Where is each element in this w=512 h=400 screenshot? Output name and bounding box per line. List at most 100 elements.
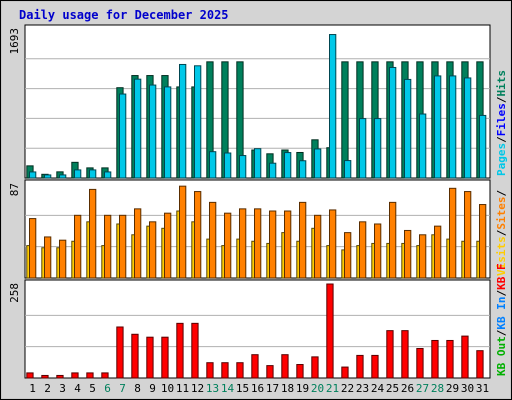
x-tick-label: 12 bbox=[191, 382, 204, 395]
x-tick-label: 30 bbox=[461, 382, 474, 395]
bar-sites-day-8 bbox=[134, 208, 142, 279]
bar-pages-day-12 bbox=[194, 65, 202, 179]
x-tick-label: 11 bbox=[176, 382, 189, 395]
x-tick-label: 25 bbox=[386, 382, 399, 395]
bar-sites-day-15 bbox=[239, 208, 247, 279]
legend-item-kb-in: KB In bbox=[495, 297, 508, 330]
x-tick-label: 26 bbox=[401, 382, 414, 395]
chart-title: Daily usage for December 2025 bbox=[19, 8, 229, 22]
bar-kb-f-day-10 bbox=[161, 336, 169, 379]
x-tick-label: 7 bbox=[119, 382, 126, 395]
bar-kb-f-day-6 bbox=[101, 372, 109, 379]
bar-pages-day-29 bbox=[449, 75, 457, 179]
y-max-label: 87 bbox=[8, 183, 21, 196]
bar-pages-day-11 bbox=[179, 63, 187, 179]
bar-kb-f-day-22 bbox=[341, 366, 349, 379]
bar-pages-day-2 bbox=[44, 174, 52, 179]
y-max-label: 258 bbox=[8, 283, 21, 303]
legend-item-: / bbox=[495, 136, 508, 143]
bar-pages-day-18 bbox=[284, 152, 292, 179]
bar-kb-f-day-5 bbox=[86, 372, 94, 379]
legend-item-kb-f: KB F bbox=[495, 263, 508, 290]
legend-item-: / bbox=[495, 96, 508, 103]
bar-sites-day-11 bbox=[179, 185, 187, 279]
bar-kb-f-day-21 bbox=[326, 283, 334, 379]
x-tick-label: 13 bbox=[206, 382, 219, 395]
bar-pages-day-16 bbox=[254, 148, 262, 179]
legend-item-hits: Hits bbox=[495, 70, 508, 97]
bar-kb-f-day-9 bbox=[146, 336, 154, 379]
bar-pages-day-27 bbox=[419, 113, 427, 179]
bar-kb-f-day-1 bbox=[26, 372, 34, 379]
x-tick-label: 21 bbox=[326, 382, 339, 395]
x-tick-label: 4 bbox=[74, 382, 81, 395]
bar-kb-f-day-25 bbox=[386, 330, 394, 379]
bar-kb-f-day-23 bbox=[356, 354, 364, 379]
x-tick-label: 27 bbox=[416, 382, 429, 395]
legend-text: Visits/Sites/ bbox=[495, 190, 508, 277]
bar-sites-day-9 bbox=[149, 221, 157, 279]
bar-pages-day-26 bbox=[404, 78, 412, 179]
bar-kb-f-day-29 bbox=[446, 339, 454, 379]
bar-kb-f-day-12 bbox=[191, 322, 199, 379]
bar-kb-f-day-11 bbox=[176, 322, 184, 379]
legend-item-pages: Pages bbox=[495, 143, 508, 176]
bar-kb-f-day-16 bbox=[251, 354, 259, 379]
bar-sites-day-3 bbox=[59, 239, 67, 279]
bar-pages-day-28 bbox=[434, 75, 442, 179]
x-tick-label: 14 bbox=[221, 382, 235, 395]
legend-item-: / bbox=[495, 329, 508, 336]
bar-sites-day-1 bbox=[29, 218, 37, 279]
bar-sites-day-2 bbox=[44, 236, 52, 279]
bar-pages-day-15 bbox=[239, 155, 247, 179]
bar-sites-day-14 bbox=[224, 212, 232, 279]
bar-kb-f-day-28 bbox=[431, 339, 439, 379]
x-axis-labels: 1 2 3 4 5 6 7 8 9 10 11 12 13 14 15 16 17 18 19 20 21 22 23 24 2… bbox=[29, 382, 489, 395]
bar-pages-day-9 bbox=[149, 84, 157, 179]
x-tick-label: 2 bbox=[44, 382, 51, 395]
legend-text: KB Out/KB In/KB F bbox=[495, 263, 508, 376]
bar-sites-day-10 bbox=[164, 212, 172, 279]
bar-kb-f-day-26 bbox=[401, 330, 409, 379]
x-tick-label: 28 bbox=[431, 382, 444, 395]
x-tick-label: 15 bbox=[236, 382, 249, 395]
x-tick-label: 17 bbox=[266, 382, 279, 395]
bar-pages-day-19 bbox=[299, 160, 307, 179]
bar-kb-f-day-30 bbox=[461, 335, 469, 379]
bar-pages-day-1 bbox=[29, 171, 37, 179]
bar-sites-day-17 bbox=[269, 210, 277, 279]
bar-sites-day-19 bbox=[299, 201, 307, 279]
panel-hits-files-pages: 1693 bbox=[8, 24, 491, 179]
x-tick-label: 24 bbox=[371, 382, 385, 395]
legend-item-: / bbox=[495, 290, 508, 297]
bar-pages-day-20 bbox=[314, 148, 322, 179]
x-tick-label: 20 bbox=[311, 382, 324, 395]
x-tick-label: 1 bbox=[29, 382, 36, 395]
bar-sites-day-13 bbox=[209, 201, 217, 279]
bar-sites-day-28 bbox=[434, 225, 442, 279]
bar-sites-day-31 bbox=[479, 204, 487, 279]
x-tick-label: 5 bbox=[89, 382, 96, 395]
bar-kb-f-day-20 bbox=[311, 356, 319, 379]
bar-pages-day-24 bbox=[374, 118, 382, 179]
bar-pages-day-22 bbox=[344, 160, 352, 179]
bar-pages-day-7 bbox=[119, 93, 127, 179]
x-tick-label: 16 bbox=[251, 382, 264, 395]
bar-kb-f-day-24 bbox=[371, 354, 379, 379]
bar-kb-f-day-3 bbox=[56, 374, 64, 379]
bar-pages-day-21 bbox=[329, 34, 337, 179]
x-tick-label: 18 bbox=[281, 382, 294, 395]
bar-pages-day-14 bbox=[224, 152, 232, 179]
panel-visits-sites: 87 bbox=[8, 179, 491, 279]
bar-pages-day-23 bbox=[359, 118, 367, 179]
bar-sites-day-7 bbox=[119, 214, 127, 279]
x-tick-label: 19 bbox=[296, 382, 309, 395]
bar-pages-day-30 bbox=[464, 77, 472, 179]
bar-kb-f-day-4 bbox=[71, 372, 79, 379]
bar-kb-f-day-15 bbox=[236, 362, 244, 379]
bar-sites-day-5 bbox=[89, 188, 97, 279]
legend-item-: / bbox=[495, 229, 508, 236]
x-tick-label: 31 bbox=[476, 382, 489, 395]
